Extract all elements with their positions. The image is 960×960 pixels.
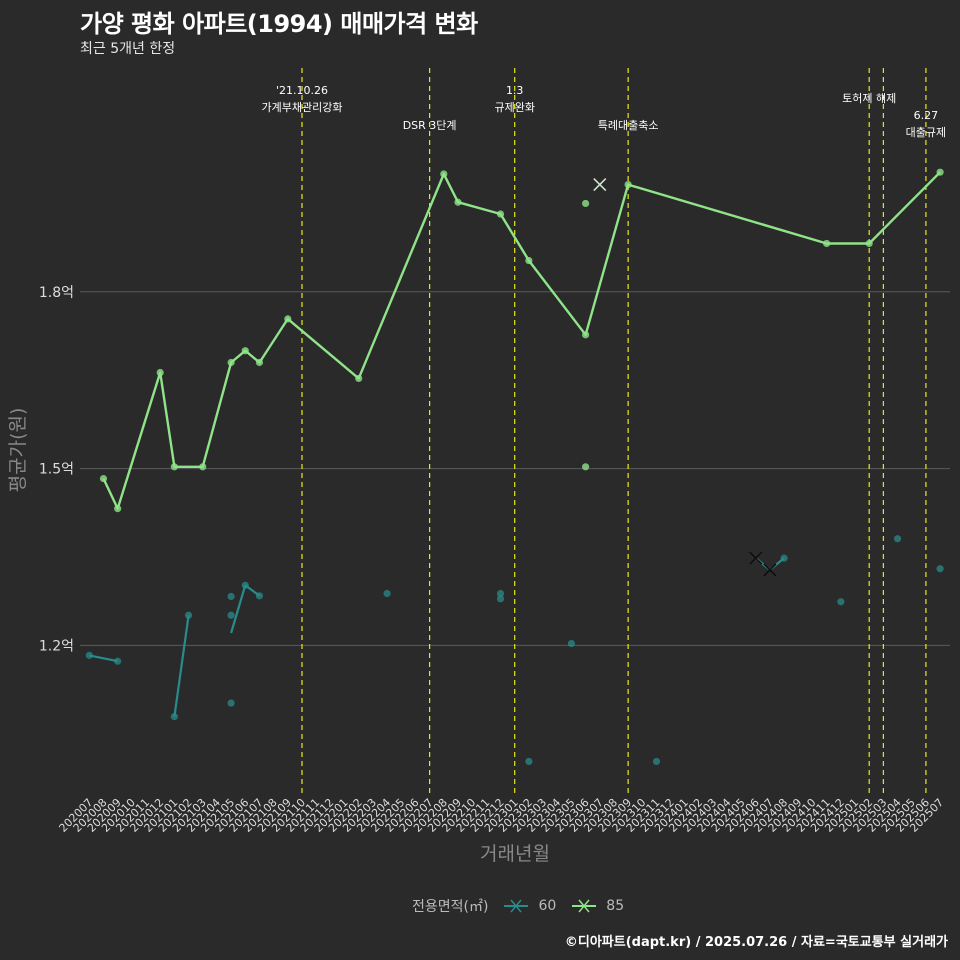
series-line-60 — [173, 615, 190, 717]
legend-title: 전용면적(㎡) — [412, 899, 489, 915]
data-point-60 — [780, 554, 788, 562]
data-point-85 — [582, 199, 590, 208]
data-point-85 — [454, 198, 462, 206]
data-point-85 — [227, 358, 235, 367]
cross-marker — [593, 178, 607, 192]
event-label: 1.3 — [506, 84, 524, 97]
data-point-85 — [170, 463, 178, 471]
data-point-60 — [525, 757, 533, 766]
chart-subtitle: 최근 5개년 한정 — [80, 41, 176, 57]
data-point-85 — [99, 474, 108, 483]
data-point-85 — [114, 505, 122, 513]
data-point-60 — [837, 598, 845, 606]
data-point-60 — [255, 592, 264, 600]
event-label: 대출규제 — [906, 126, 946, 139]
data-point-60 — [85, 651, 93, 659]
legend-item-60: 60 — [502, 898, 556, 914]
data-point-85 — [823, 239, 831, 248]
cross-marker — [763, 563, 777, 577]
data-point-85 — [355, 374, 363, 383]
data-point-60 — [184, 611, 193, 619]
data-point-85 — [284, 315, 292, 323]
data-point-60 — [170, 713, 178, 721]
data-point-60 — [652, 757, 661, 766]
legend-key-85-icon — [572, 899, 597, 913]
legend-label-60: 60 — [538, 898, 557, 914]
y-axis-title: 평균가(원) — [7, 408, 29, 493]
data-point-85 — [255, 358, 264, 367]
source-caption: ©디아파트(dapt.kr) / 2025.07.26 / 자료=국토교통부 실… — [564, 935, 948, 950]
data-point-85 — [865, 239, 873, 248]
series-line-60 — [89, 654, 118, 663]
data-point-60 — [567, 639, 576, 648]
data-point-85 — [624, 180, 632, 189]
cross-marker — [749, 551, 763, 565]
series-line-85 — [102, 171, 941, 510]
data-point-85 — [241, 347, 249, 355]
event-label: 토허제 해제 — [842, 91, 896, 105]
y-tick-label: 1.5억 — [39, 462, 74, 478]
legend: 전용면적(㎡) 60 85 — [412, 896, 624, 916]
data-point-85 — [582, 331, 590, 339]
data-point-60 — [227, 592, 235, 601]
data-point-60 — [114, 657, 122, 665]
data-point-60 — [241, 581, 249, 589]
data-point-60 — [936, 565, 944, 573]
legend-key-60-icon — [504, 899, 529, 913]
data-point-85 — [936, 168, 944, 176]
legend-item-85: 85 — [570, 898, 624, 914]
data-point-60 — [227, 699, 235, 707]
event-label: 특례대출축소 — [598, 119, 659, 132]
data-point-85 — [440, 170, 448, 178]
event-label: '21.10.26 — [276, 84, 328, 97]
chart-title: 가양 평화 아파트(1994) 매매가격 변화 — [80, 10, 478, 38]
data-point-60 — [496, 589, 505, 598]
event-label: 6.27 — [914, 109, 939, 122]
y-tick-label: 1.2억 — [39, 638, 74, 654]
data-point-85 — [199, 463, 207, 471]
legend-label-85: 85 — [606, 898, 625, 914]
x-axis-title: 거래년월 — [480, 843, 550, 865]
series-line-60 — [230, 584, 247, 634]
data-point-60 — [227, 611, 235, 619]
event-label: 가계부채관리강화 — [262, 101, 343, 114]
data-point-60 — [893, 535, 902, 543]
y-tick-label: 1.8억 — [39, 285, 74, 301]
event-label: DSR 3단계 — [403, 119, 457, 132]
data-point-85 — [496, 210, 505, 218]
data-point-60 — [383, 589, 391, 598]
data-point-85 — [582, 463, 590, 471]
data-point-85 — [156, 368, 164, 377]
data-point-60 — [496, 595, 505, 603]
data-point-85 — [525, 256, 533, 265]
event-label: 규제완화 — [494, 101, 534, 114]
